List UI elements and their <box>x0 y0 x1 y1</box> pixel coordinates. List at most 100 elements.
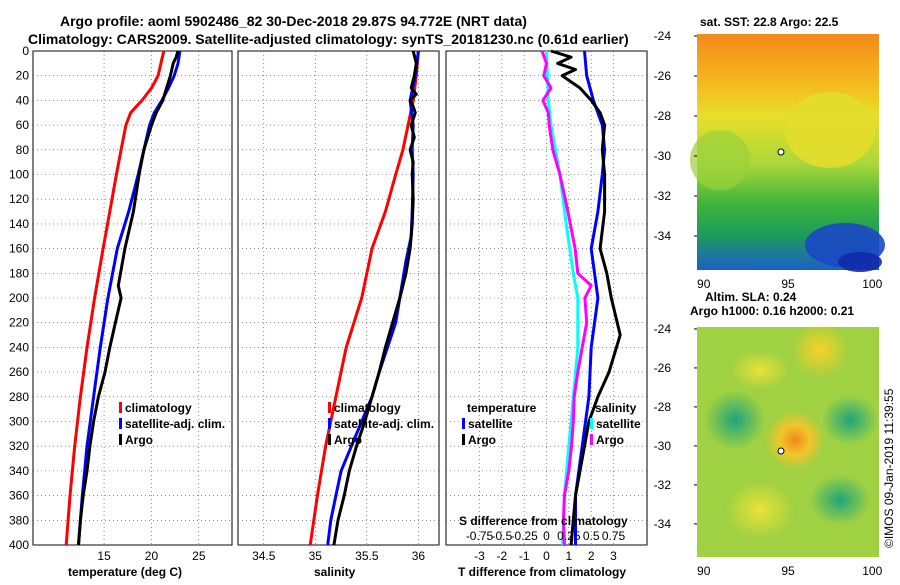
argo-location-marker <box>777 447 785 455</box>
sla-low-patch <box>822 395 878 445</box>
legend-s-argo: Argo <box>596 433 624 447</box>
legend-swatch-t-argo <box>462 434 465 445</box>
map-lat-tick: -30 <box>654 149 672 163</box>
legend-swatch-argo <box>328 434 331 445</box>
x-tick-label: 3 <box>610 549 617 563</box>
x-tick-label: 1 <box>565 549 572 563</box>
legend-satellite: satellite-adj. clim. <box>334 417 434 431</box>
depth-tick-label: 100 <box>9 168 29 182</box>
depth-tick-label: 80 <box>16 143 30 157</box>
sla-high-patch <box>790 322 850 378</box>
s-tick-label: -0.25 <box>510 529 538 543</box>
s-tick-label: -0.5 <box>491 529 512 543</box>
series-line-salinity-Argo <box>540 50 593 546</box>
s-tick-label: 0.75 <box>602 529 626 543</box>
depth-tick-label: 260 <box>9 365 29 379</box>
map-lon-tick: 95 <box>781 277 795 291</box>
x-tick-label: -3 <box>474 549 485 563</box>
legend-argo: Argo <box>125 433 153 447</box>
s-difference-label: S difference from climatology <box>459 514 628 528</box>
map-lon-tick: 90 <box>697 277 711 291</box>
x-tick-label: 2 <box>588 549 595 563</box>
salinity-panel: 34.5 35 35.5 36 salinity climatology satell… <box>237 50 440 579</box>
map-lat-tick: -28 <box>654 400 672 414</box>
depth-tick-label: 320 <box>9 439 29 453</box>
depth-tick-label: 40 <box>16 93 30 107</box>
map-lon-tick: 90 <box>697 564 711 578</box>
depth-tick-label: 140 <box>9 217 29 231</box>
header-line1: Argo profile: aoml 5902486_82 30-Dec-201… <box>60 13 527 29</box>
map-lon-tick: 100 <box>862 564 882 578</box>
series-line-salinity-satellite <box>545 50 580 546</box>
sla-map-title2: Argo h1000: 0.16 h2000: 0.21 <box>690 304 854 318</box>
temperature-legend: climatology satellite-adj. clim. Argo <box>119 401 225 447</box>
legend-swatch-t-satellite <box>462 418 465 429</box>
legend-swatch-climatology <box>119 402 122 413</box>
s-tick-label: 0.25 <box>557 529 581 543</box>
sla-low-patch <box>810 475 870 525</box>
map-lat-tick: -24 <box>654 322 672 336</box>
legend-temperature-title: temperature <box>467 401 537 415</box>
x-tick-label: -1 <box>519 549 530 563</box>
legend-swatch-argo <box>119 434 122 445</box>
depth-tick-label: 200 <box>9 291 29 305</box>
sla-map-title: Altim. SLA: 0.24 <box>705 290 797 304</box>
legend-climatology: climatology <box>125 401 192 415</box>
sla-low-patch <box>705 390 765 450</box>
legend-swatch-s-satellite <box>590 418 593 429</box>
depth-tick-label: 340 <box>9 464 29 478</box>
legend-swatch-satellite <box>119 418 122 429</box>
temperature-axes-box <box>32 50 233 546</box>
depth-tick-label: 220 <box>9 316 29 330</box>
watermark: ©IMOS 09-Jan-2019 11:39:55 <box>882 388 896 548</box>
legend-swatch-satellite <box>328 418 331 429</box>
depth-tick-label: 380 <box>9 513 29 527</box>
sla-patch <box>725 480 795 540</box>
difference-panel: -3 -2 -1 0 1 2 3 -0.75-0.5-0.25 0 0.25 0.5 0.75 S … <box>445 49 648 579</box>
sla-patch <box>730 350 790 390</box>
x-tick-label: 20 <box>145 549 159 563</box>
legend-satellite: satellite-adj. clim. <box>125 417 225 431</box>
map-lat-tick: -32 <box>654 478 672 492</box>
header-line2: Climatology: CARS2009. Satellite-adjuste… <box>28 31 629 47</box>
series-line-temperature-Argo <box>550 49 622 546</box>
x-tick-label: 35.5 <box>355 549 379 563</box>
sst-map-title: sat. SST: 22.8 Argo: 22.5 <box>700 15 839 29</box>
t-difference-xlabel: T difference from climatology <box>458 565 626 579</box>
legend-t-argo: Argo <box>468 433 496 447</box>
legend-s-satellite: satellite <box>596 417 641 431</box>
depth-tick-label: 300 <box>9 415 29 429</box>
map-lat-tick: -24 <box>654 29 672 43</box>
legend-argo: Argo <box>334 433 362 447</box>
temperature-panel: 15 20 25 temperature (deg C) climatology s… <box>32 50 233 579</box>
depth-tick-label: 20 <box>16 69 30 83</box>
salinity-legend: climatology satellite-adj. clim. Argo <box>328 401 434 447</box>
salinity-xlabel: salinity <box>314 565 356 579</box>
map-lat-tick: -26 <box>654 69 672 83</box>
map-lat-tick: -34 <box>654 229 672 243</box>
temperature-xlabel: temperature (deg C) <box>68 565 182 579</box>
map-lat-tick: -26 <box>654 361 672 375</box>
sla-map: Altim. SLA: 0.24 Argo h1000: 0.16 h2000:… <box>654 290 883 578</box>
depth-tick-label: 360 <box>9 489 29 503</box>
map-lat-tick: -34 <box>654 517 672 531</box>
argo-location-marker <box>777 148 785 156</box>
difference-legend: temperature satellite Argo salinity sate… <box>462 401 641 447</box>
legend-swatch-s-argo <box>590 434 593 445</box>
sst-patch <box>690 130 750 190</box>
sst-cold-core <box>838 252 882 272</box>
x-tick-label: 34.5 <box>252 549 276 563</box>
series-line-Argo <box>332 50 418 546</box>
depth-axis: 0 20 40 60 80 100 120 140 160 180 200 220 240 260 280 3… <box>9 44 29 552</box>
x-tick-label: -2 <box>496 549 507 563</box>
sla-peak-patch <box>765 410 825 470</box>
legend-salinity-title: salinity <box>595 401 637 415</box>
legend-climatology: climatology <box>334 401 401 415</box>
depth-tick-label: 60 <box>16 118 30 132</box>
depth-tick-label: 400 <box>9 538 29 552</box>
depth-tick-label: 280 <box>9 390 29 404</box>
series-line-Argo <box>77 50 180 546</box>
s-tick-label: 0.5 <box>583 529 600 543</box>
